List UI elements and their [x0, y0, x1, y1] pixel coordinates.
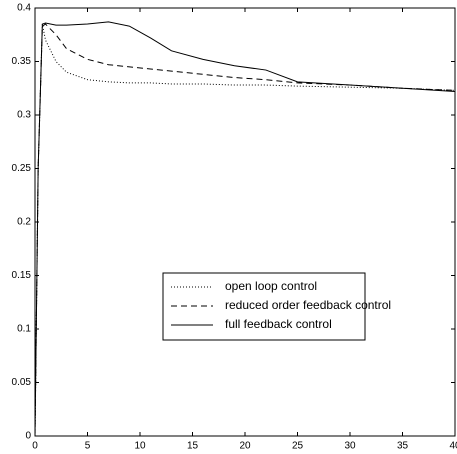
- y-tick-label: 0.2: [17, 217, 31, 228]
- data-line: [34, 21, 456, 437]
- x-tick-label: 35: [397, 441, 409, 452]
- y-tick-label: 0.25: [12, 163, 32, 174]
- legend-label: full feedback control: [225, 317, 332, 331]
- x-tick-label: 0: [32, 441, 38, 452]
- data-line: [34, 23, 456, 437]
- y-tick-label: 0.05: [12, 377, 32, 388]
- x-tick-label: 15: [187, 441, 199, 452]
- y-tick-label: 0.1: [17, 324, 31, 335]
- y-tick-label: 0: [25, 431, 31, 442]
- legend-label: open loop control: [225, 279, 317, 293]
- legend-label: reduced order feedback control: [225, 298, 391, 312]
- legend: open loop control reduced order feedback …: [162, 272, 391, 341]
- data-line: [34, 23, 456, 437]
- y-tick-label: 0.4: [17, 3, 31, 14]
- x-tick-label: 40: [449, 441, 457, 452]
- x-tick-label: 5: [85, 441, 91, 452]
- y-tick-label: 0.35: [12, 56, 32, 67]
- x-tick-label: 10: [134, 441, 146, 452]
- x-tick-label: 25: [292, 441, 304, 452]
- x-tick-label: 30: [344, 441, 356, 452]
- y-tick-label: 0.3: [17, 110, 31, 121]
- x-tick-label: 20: [239, 441, 251, 452]
- y-tick-label: 0.15: [12, 270, 32, 281]
